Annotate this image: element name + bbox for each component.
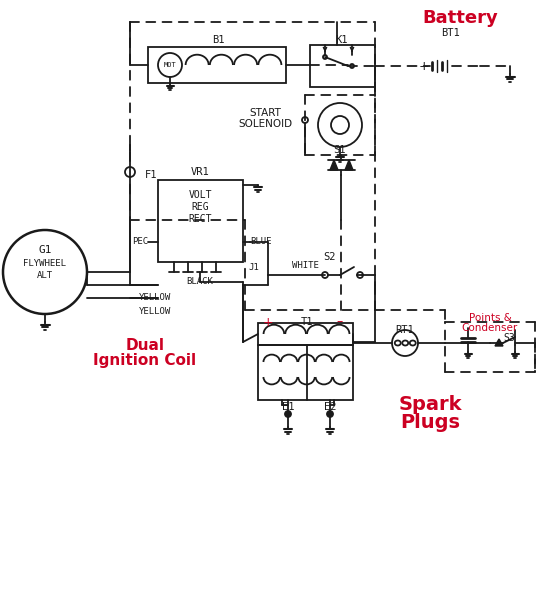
Polygon shape <box>495 339 503 346</box>
Circle shape <box>357 272 363 278</box>
Text: YELLOW: YELLOW <box>139 293 171 303</box>
Bar <box>148 47 286 83</box>
Polygon shape <box>345 160 353 170</box>
Text: Battery: Battery <box>422 9 498 27</box>
Circle shape <box>323 55 327 59</box>
Text: RT1: RT1 <box>395 325 414 335</box>
Text: Ignition Coil: Ignition Coil <box>94 352 197 368</box>
Circle shape <box>327 411 333 417</box>
Text: BT1: BT1 <box>441 28 460 38</box>
Text: S1: S1 <box>334 145 346 155</box>
Text: VR1: VR1 <box>190 167 209 177</box>
Text: WHITE: WHITE <box>291 261 319 270</box>
Text: MOT: MOT <box>164 62 177 68</box>
Text: BLUE: BLUE <box>250 238 271 247</box>
Circle shape <box>322 272 328 278</box>
Text: VOLT: VOLT <box>188 190 212 200</box>
Text: S2: S2 <box>324 252 336 262</box>
Bar <box>258 345 353 400</box>
Text: –: – <box>337 316 343 329</box>
Text: G1: G1 <box>38 245 52 255</box>
Text: REG: REG <box>191 202 209 212</box>
Text: B1: B1 <box>212 35 224 45</box>
Text: Dual: Dual <box>125 337 164 352</box>
Text: FLYWHEEL: FLYWHEEL <box>23 260 66 268</box>
Bar <box>158 180 243 262</box>
Circle shape <box>350 64 354 68</box>
Text: Points &: Points & <box>468 313 511 323</box>
Text: +: + <box>263 316 273 329</box>
Text: K1: K1 <box>336 35 348 45</box>
Text: +: + <box>419 60 429 73</box>
Text: SOLENOID: SOLENOID <box>238 119 292 129</box>
Circle shape <box>285 411 291 417</box>
Text: RECT: RECT <box>188 214 212 224</box>
Text: F1: F1 <box>145 170 158 180</box>
Text: Condenser: Condenser <box>462 323 518 333</box>
Text: Spark: Spark <box>398 395 462 415</box>
Text: S3: S3 <box>503 333 515 343</box>
Circle shape <box>302 117 308 123</box>
Text: Plugs: Plugs <box>400 412 460 431</box>
Text: PEC: PEC <box>132 238 148 247</box>
Text: J1: J1 <box>248 263 259 271</box>
Text: BLACK: BLACK <box>187 277 213 287</box>
Text: YELLOW: YELLOW <box>139 307 171 316</box>
Text: T1: T1 <box>301 317 313 327</box>
Bar <box>310 45 375 87</box>
Text: ALT: ALT <box>37 270 53 280</box>
Polygon shape <box>330 160 338 170</box>
Text: E1: E1 <box>282 402 294 412</box>
Text: E2: E2 <box>324 402 336 412</box>
Text: START: START <box>249 108 281 118</box>
Bar <box>258 323 353 345</box>
